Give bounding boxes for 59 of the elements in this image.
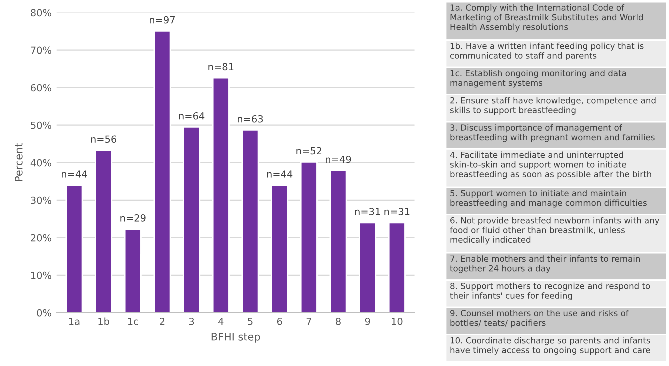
text: n=52: [296, 147, 322, 155]
bar: [359, 222, 377, 313]
text: n=44: [62, 170, 88, 178]
text: 8. Support mothers to recognize and respond to their infants' cues for feeding: [450, 282, 650, 301]
text: n=64: [179, 112, 205, 120]
text: 7. Enable mothers and their infants to remain together 24 hours a day: [450, 256, 640, 274]
y-tick-label: 80%: [31, 9, 52, 17]
x-tick-label: 4: [218, 318, 224, 326]
x-tick-label: 10: [392, 318, 403, 326]
y-tick-label: 40%: [30, 159, 52, 167]
bar: [183, 126, 201, 313]
x-tick-label: 9: [365, 318, 370, 326]
bar: [388, 222, 406, 313]
text: 2. Ensure staff have knowledge, competence and skills to support breastfeeding: [450, 97, 656, 115]
bar: [154, 30, 172, 313]
text: n=31: [384, 208, 410, 216]
y-tick-label: 20%: [31, 234, 52, 242]
y-tick-label: 10%: [31, 272, 52, 280]
y-tick-label: 70%: [31, 46, 52, 54]
y-tick-label: 30%: [31, 196, 52, 204]
text: 10. Coordinate discharge so parents and infants have timely access to ongoing support and care: [450, 337, 650, 355]
text: n=44: [267, 170, 293, 178]
text: n=31: [355, 208, 380, 216]
x-tick-label: 5: [248, 318, 253, 326]
text: n=49: [326, 156, 352, 164]
y-tick-label: 0%: [37, 309, 52, 317]
x-tick-label: 3: [189, 318, 194, 326]
text: n=81: [208, 63, 234, 71]
bar: [124, 228, 142, 313]
bar: [66, 184, 84, 313]
text: 3. Discuss importance of management of breastfeeding with pregnant women and families: [450, 124, 655, 142]
x-tick-label: 6: [277, 318, 282, 326]
text: n=56: [91, 136, 117, 144]
x-tick-label: 1b: [98, 318, 110, 326]
y-tick-label: 60%: [31, 84, 52, 92]
text: 1c. Establish ongoing monitoring and data management systems: [450, 70, 626, 88]
y-axis-title: Percent: [15, 144, 23, 182]
bar: [242, 130, 260, 313]
text: 1a. Comply with the International Code of Marketing of Breastmilk Substitutes and World Health Assembly resolutions: [450, 4, 644, 32]
x-tick-label: 7: [306, 318, 312, 326]
x-tick-label: 1c: [128, 318, 138, 326]
text: 1b. Have a written infant feeding policy that is communicated to staff and parents: [450, 42, 644, 61]
bar: [300, 161, 318, 313]
text: n=29: [120, 214, 146, 222]
bar: [330, 170, 348, 313]
text: 9. Counsel mothers on the use and risks of bottles/ teats/ pacifiers: [450, 310, 629, 328]
text: 5. Support women to initiate and maintain breastfeeding and manage common difficulties: [450, 190, 647, 208]
bar: [212, 77, 230, 313]
y-tick-label: 50%: [31, 122, 52, 130]
x-tick-label: 1a: [69, 318, 80, 326]
text: 6. Not provide breastfed newborn infants with any food or fluid other than breastmilk, unless medically indicated: [450, 217, 660, 245]
bar: [95, 150, 113, 313]
text: n=97: [150, 16, 175, 24]
bar: [271, 184, 289, 313]
x-axis-title: BFHI step: [212, 333, 260, 343]
x-tick-label: 8: [336, 318, 341, 326]
x-tick-label: 2: [160, 318, 165, 326]
text: n=63: [238, 115, 264, 123]
text: 4. Facilitate immediate and uninterrupted skin-to-skin and support women to initiate breastfeeding as soon as possible after the birth: [450, 152, 652, 180]
